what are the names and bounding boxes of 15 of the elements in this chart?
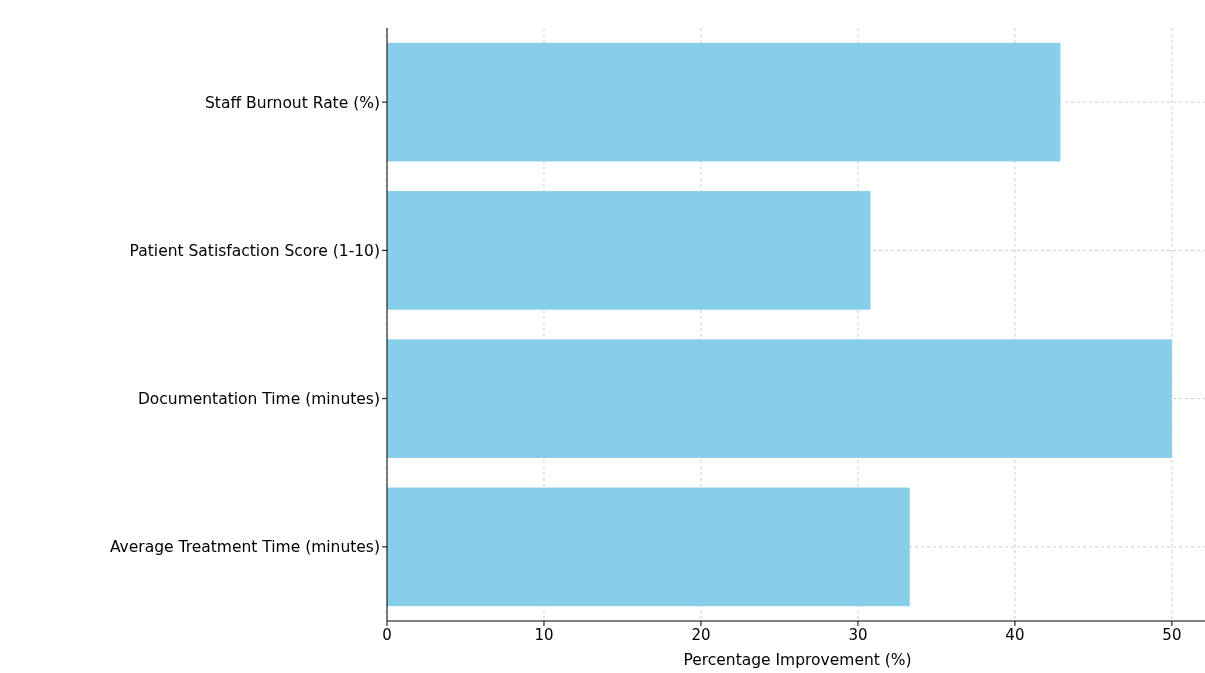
x-tick-label: 20 — [691, 626, 711, 644]
bar — [387, 339, 1172, 458]
y-tick-label: Staff Burnout Rate (%) — [204, 93, 380, 112]
x-axis-title: Percentage Improvement (%) — [683, 651, 912, 669]
x-tick-label: 30 — [848, 626, 868, 644]
x-tick-label: 50 — [1162, 626, 1182, 644]
x-tick-label: 0 — [382, 626, 392, 644]
y-tick-label: Documentation Time (minutes) — [137, 390, 380, 409]
x-tick-label: 10 — [534, 626, 554, 644]
bar — [387, 191, 871, 310]
y-tick-label: Average Treatment Time (minutes) — [109, 538, 380, 557]
y-tick-label: Patient Satisfaction Score (1-10) — [129, 241, 380, 260]
x-tick-label: 40 — [1005, 626, 1025, 644]
bar — [387, 42, 1061, 162]
bar — [387, 487, 910, 607]
